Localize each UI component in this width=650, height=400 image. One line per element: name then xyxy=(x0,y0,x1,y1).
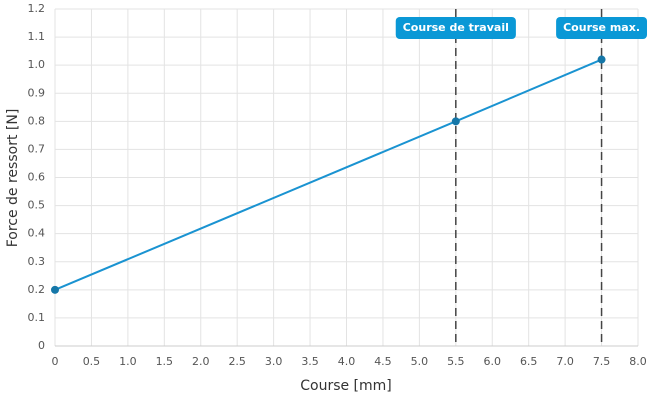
point xyxy=(451,117,460,126)
x-tick-label: 4.5 xyxy=(374,355,392,368)
x-tick-label: 1.5 xyxy=(156,355,174,368)
y-tick-label: 1.1 xyxy=(28,30,46,43)
x-tick-label: 2.0 xyxy=(192,355,210,368)
x-tick-label: 8.0 xyxy=(629,355,647,368)
point xyxy=(51,285,59,294)
annotation-label: Course max. xyxy=(563,21,640,34)
y-tick-label: 0.1 xyxy=(28,311,46,324)
annotation-box xyxy=(556,17,648,39)
x-tick-label: 7.5 xyxy=(593,355,611,368)
y-tick-label: 0.2 xyxy=(28,283,46,296)
annotation-label: Course de travail xyxy=(403,21,509,34)
y-tick-label: 1.0 xyxy=(28,58,46,71)
y-tick-label: 0.9 xyxy=(28,86,46,99)
x-tick-label: 6.0 xyxy=(484,355,502,368)
y-tick-label: 0 xyxy=(38,339,45,352)
y-tick-label: 1.2 xyxy=(28,2,46,15)
x-tick-label: 1.0 xyxy=(119,355,137,368)
y-tick-label: 0.8 xyxy=(28,114,46,127)
x-tick-label: 5.0 xyxy=(411,355,429,368)
x-tick-label: 3.0 xyxy=(265,355,283,368)
annotation-box xyxy=(395,17,516,39)
annotation: Course de travail xyxy=(395,17,516,39)
annotation: Course max. xyxy=(556,17,648,39)
x-tick-label: 0 xyxy=(52,355,59,368)
y-tick-label: 0.5 xyxy=(28,199,46,212)
line xyxy=(54,58,602,291)
x-tick-label: 3.5 xyxy=(301,355,319,368)
x-tick-label: 0.5 xyxy=(83,355,101,368)
y-tick-label: 0.6 xyxy=(28,171,46,184)
x-axis-title: Course [mm] xyxy=(300,378,392,394)
y-tick-label: 0.7 xyxy=(28,142,46,155)
x-tick-label: 2.5 xyxy=(228,355,246,368)
point xyxy=(597,55,606,64)
x-tick-label: 6.5 xyxy=(520,355,538,368)
x-tick-label: 4.0 xyxy=(338,355,356,368)
x-tick-label: 5.5 xyxy=(447,355,465,368)
y-tick-label: 0.3 xyxy=(28,255,46,268)
y-axis-title: Force de ressort [N] xyxy=(5,109,21,248)
y-tick-label: 0.4 xyxy=(28,227,46,240)
x-tick-label: 7.0 xyxy=(556,355,574,368)
